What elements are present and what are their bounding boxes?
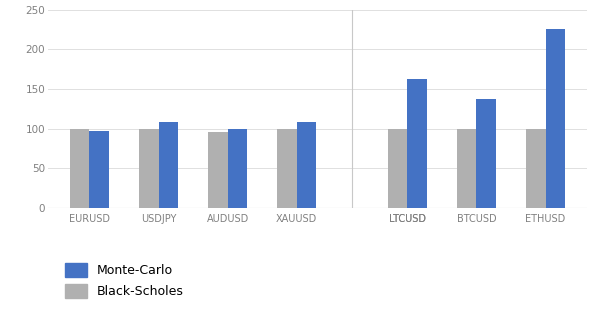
Bar bbox=[89, 131, 109, 208]
Bar bbox=[208, 132, 228, 208]
Bar bbox=[457, 129, 476, 208]
Bar bbox=[546, 29, 565, 208]
Bar bbox=[476, 99, 496, 208]
Bar bbox=[407, 79, 426, 208]
Bar bbox=[139, 129, 159, 208]
Bar bbox=[159, 122, 178, 208]
Bar bbox=[297, 122, 316, 208]
Legend: Monte-Carlo, Black-Scholes: Monte-Carlo, Black-Scholes bbox=[59, 258, 189, 303]
Bar bbox=[388, 129, 407, 208]
Bar bbox=[277, 129, 297, 208]
Bar bbox=[228, 129, 247, 208]
Bar bbox=[407, 113, 426, 208]
Bar bbox=[526, 129, 546, 208]
Bar bbox=[388, 129, 407, 208]
Bar bbox=[70, 129, 89, 208]
